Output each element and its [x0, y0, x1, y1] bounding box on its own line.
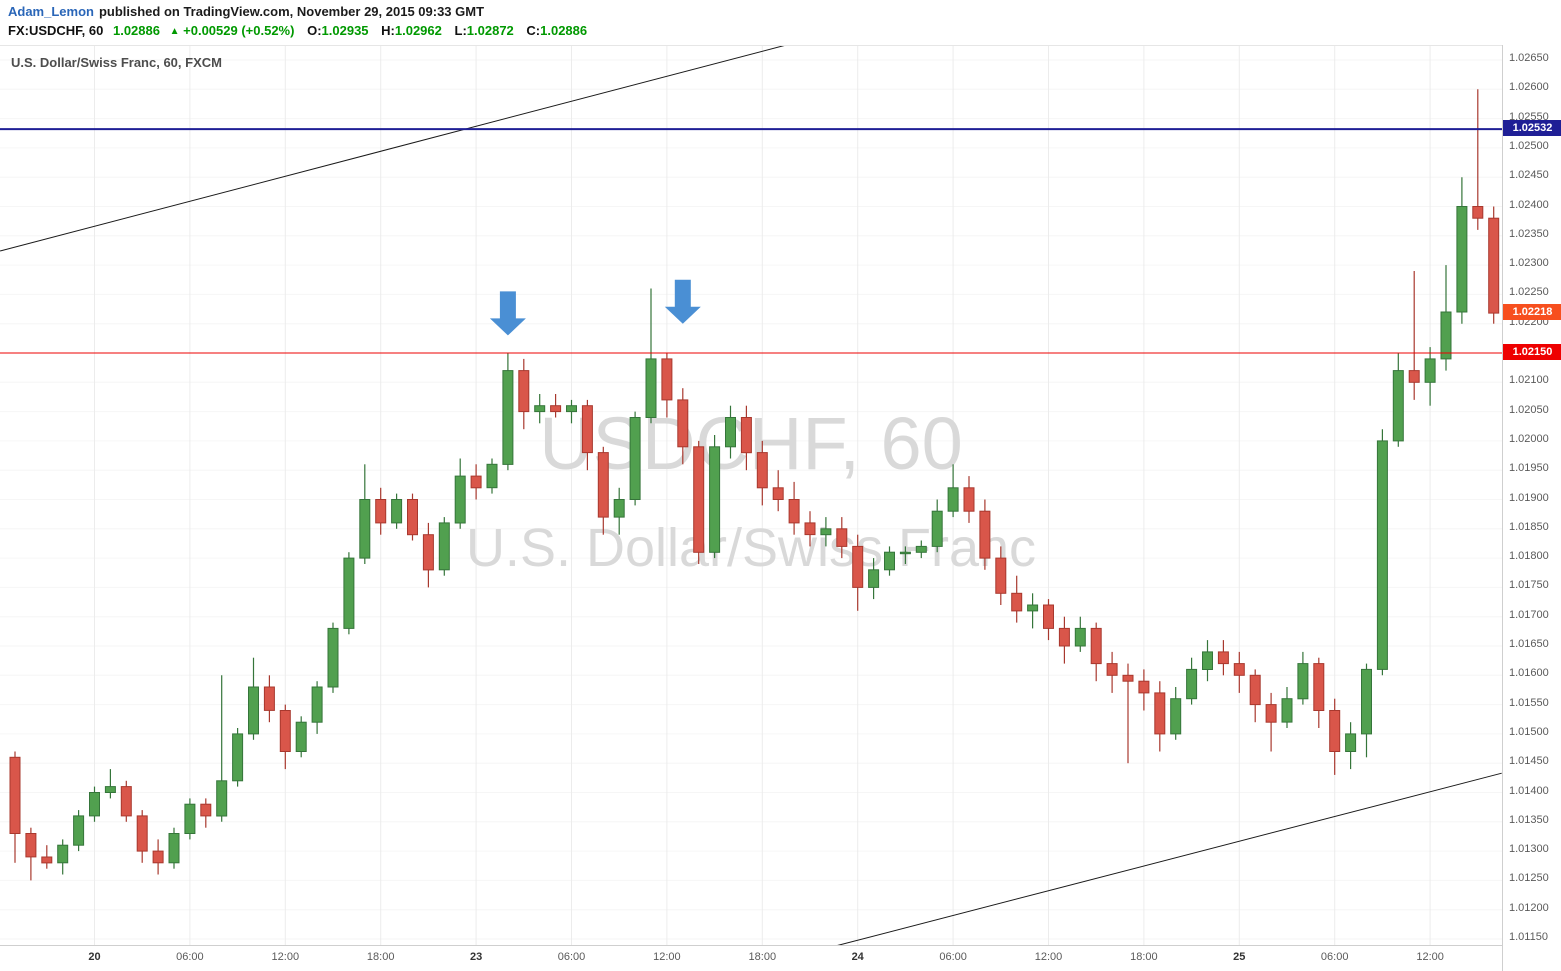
- time-axis-label: 12:00: [653, 951, 681, 963]
- svg-text:U.S. Dollar/Swiss Franc: U.S. Dollar/Swiss Franc: [466, 518, 1036, 578]
- price-axis-label: 1.01700: [1509, 608, 1549, 621]
- price-axis-label: 1.02450: [1509, 169, 1549, 182]
- price-axis-label: 1.01450: [1509, 755, 1549, 768]
- time-axis-label: 20: [88, 951, 101, 963]
- candles-layer: [9, 89, 1500, 881]
- price-axis-label: 1.02100: [1509, 374, 1549, 387]
- time-axis-label: 06:00: [1320, 951, 1349, 963]
- high-label: H:: [381, 23, 395, 38]
- high-value: 1.02962: [394, 23, 442, 38]
- close-value: 1.02886: [540, 23, 588, 38]
- price-axis-label: 1.02550: [1509, 110, 1549, 123]
- quote-bar: FX:USDCHF, 60 1.02886 ▲ +0.00529 (+0.52%…: [8, 23, 587, 38]
- time-axis-label: 06:00: [557, 951, 586, 963]
- price-axis-label: 1.02000: [1509, 432, 1549, 445]
- open-label: O:: [307, 23, 322, 38]
- publish-text: published on TradingView.com, November 2…: [98, 4, 485, 19]
- price-axis-label: 1.02250: [1509, 286, 1549, 299]
- price-axis-label: 1.01800: [1509, 550, 1549, 563]
- symbol-name: FX:USDCHF, 60: [8, 23, 104, 38]
- price-axis[interactable]: 1.02532 1.02218 1.02150 1.02650 1.02600 1.…: [1502, 45, 1561, 971]
- close-label: C:: [526, 23, 541, 38]
- price-change: +0.00529 (+0.52%): [183, 23, 295, 38]
- price-axis-label: 1.01350: [1509, 813, 1549, 826]
- chart-legend: U.S. Dollar/Swiss Franc, 60, FXCM: [11, 55, 222, 70]
- price-axis-label: 1.01550: [1509, 696, 1549, 709]
- time-axis-label: 12:00: [271, 951, 300, 963]
- price-axis-label: 1.01900: [1509, 491, 1549, 504]
- trend-lines[interactable]: [0, 46, 1502, 946]
- price-axis-label: 1.01400: [1509, 784, 1549, 797]
- price-axis-label: 1.01850: [1509, 520, 1549, 533]
- time-axis-label: 06:00: [176, 951, 204, 963]
- price-axis-label: 1.01150: [1509, 931, 1548, 943]
- price-axis-label: 1.02050: [1509, 403, 1549, 416]
- price-axis-label: 1.01750: [1509, 579, 1549, 592]
- price-axis-label: 1.02350: [1509, 227, 1549, 240]
- up-arrow-icon: ▲: [169, 26, 180, 37]
- price-label-support: 1.02150: [1503, 344, 1561, 360]
- time-axis-label: 25: [1233, 951, 1246, 963]
- time-axis-label: 18:00: [748, 951, 777, 963]
- price-axis-label: 1.01500: [1509, 725, 1549, 738]
- price-axis-label: 1.01650: [1509, 638, 1549, 650]
- low-label: L:: [454, 23, 467, 38]
- price-axis-label: 1.02650: [1509, 52, 1549, 64]
- price-axis-label: 1.01600: [1509, 667, 1549, 680]
- time-axis-label: 23: [469, 951, 483, 963]
- time-axis-label: 06:00: [939, 951, 967, 963]
- time-axis-label: 12:00: [1416, 951, 1444, 963]
- chart-plot-area[interactable]: USDCHF, 60 U.S. Dollar/Swiss Franc U.S. D…: [0, 45, 1502, 946]
- time-axis-label: 24: [851, 951, 864, 963]
- price-axis-label: 1.02500: [1509, 139, 1549, 152]
- time-axis[interactable]: 20 06:00 12:00 18:00 23 06:00 12:00 18:00 24 06:0…: [0, 945, 1502, 971]
- open-value: 1.02935: [321, 23, 369, 38]
- price-axis-label: 1.02600: [1509, 81, 1549, 94]
- trend-line: [835, 772, 1502, 946]
- last-price: 1.02886: [112, 23, 160, 38]
- price-axis-label: 1.02400: [1509, 198, 1549, 211]
- down-arrow-icon[interactable]: [664, 279, 701, 324]
- time-axis-label: 18:00: [366, 951, 395, 963]
- price-label-resistance: 1.02532: [1503, 120, 1561, 137]
- price-axis-label: 1.02300: [1509, 257, 1549, 270]
- trend-line: [0, 46, 785, 252]
- price-label-last: 1.02218: [1503, 304, 1561, 321]
- price-axis-label: 1.01250: [1509, 872, 1549, 885]
- low-value: 1.02872: [466, 23, 514, 38]
- time-axis-label: 12:00: [1034, 951, 1063, 963]
- price-axis-label: 1.01300: [1509, 843, 1549, 856]
- price-axis-label: 1.01950: [1509, 462, 1549, 475]
- candlestick-chart[interactable]: USDCHF, 60U.S. Dollar/Swiss Franc: [0, 46, 1502, 946]
- publish-bar: Adam_Lemon published on TradingView.com, …: [8, 4, 484, 19]
- time-axis-label: 18:00: [1130, 951, 1158, 963]
- price-axis-label: 1.01200: [1509, 901, 1549, 914]
- author-link[interactable]: Adam_Lemon: [8, 4, 94, 19]
- down-arrow-icon[interactable]: [489, 291, 526, 336]
